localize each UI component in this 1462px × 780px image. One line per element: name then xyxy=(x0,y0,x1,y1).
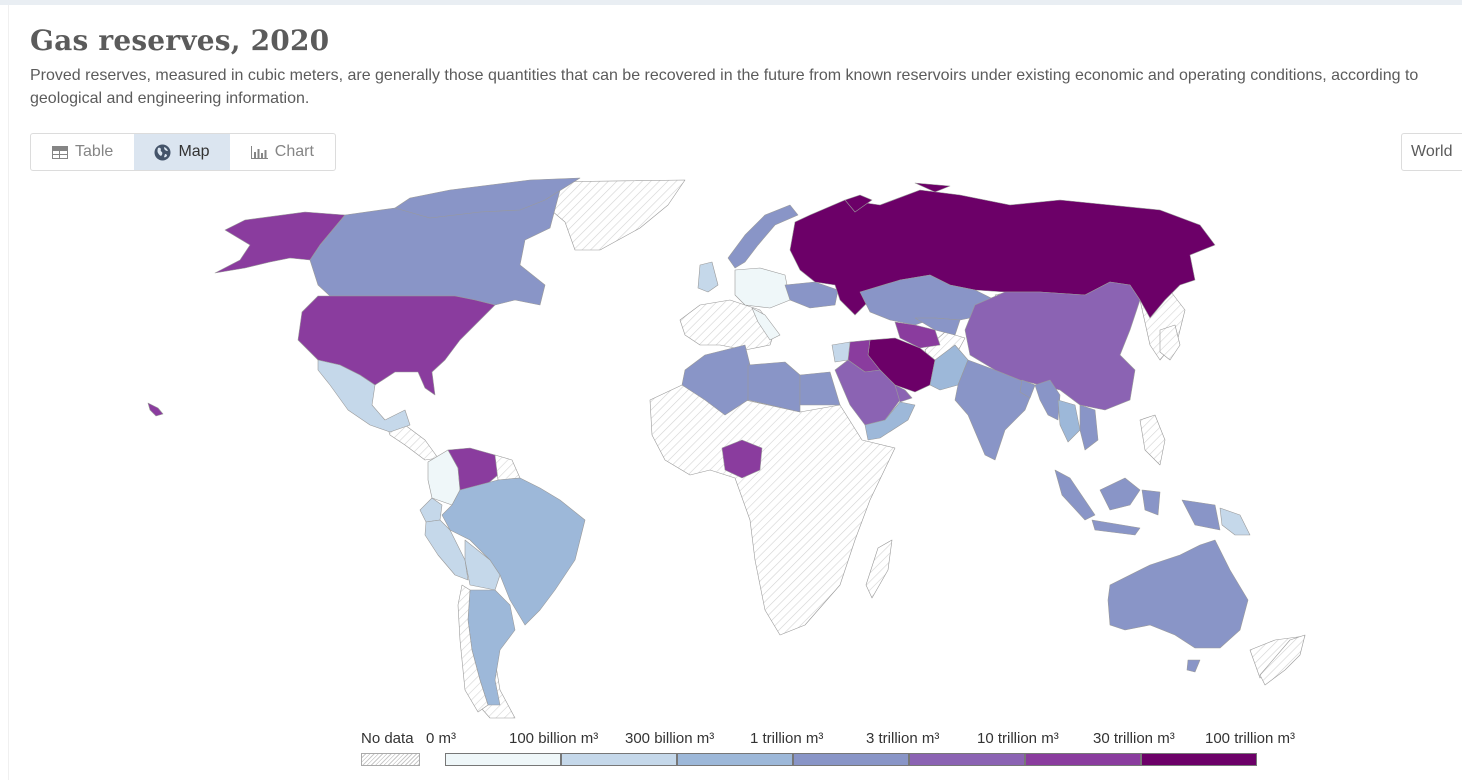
new-zealand-shape[interactable] xyxy=(1259,634,1306,686)
guyana-shape[interactable] xyxy=(494,454,521,481)
japan-shape[interactable] xyxy=(1159,324,1181,361)
peru-shape[interactable] xyxy=(424,519,469,581)
legend-label-2: 300 billion m³ xyxy=(625,730,715,747)
ecuador-shape[interactable] xyxy=(419,497,443,523)
png-shape[interactable] xyxy=(1219,507,1251,536)
tab-table-label: Table xyxy=(75,143,114,160)
legend-label-0: 0 m³ xyxy=(426,730,456,747)
nigeria-shape[interactable] xyxy=(721,439,763,479)
legend-swatch-3[interactable] xyxy=(793,753,909,766)
egypt-shape[interactable] xyxy=(799,371,841,406)
bangladesh-shape[interactable] xyxy=(1019,379,1036,399)
chile-shape[interactable] xyxy=(457,584,489,713)
madagascar-region[interactable] xyxy=(865,539,893,599)
malaysia-indonesia-shape[interactable] xyxy=(1054,469,1221,536)
tab-chart-label: Chart xyxy=(274,143,314,160)
legend-label-5: 10 trillion m³ xyxy=(977,730,1059,747)
norway-shape[interactable] xyxy=(727,204,799,269)
libya-shape[interactable] xyxy=(747,361,801,413)
page-subtitle: Proved reserves, measured in cubic meter… xyxy=(30,67,1419,107)
central-america-region[interactable] xyxy=(384,419,439,461)
myanmar-shape[interactable] xyxy=(1034,379,1061,421)
brazil-shape[interactable] xyxy=(441,477,586,626)
legend-swatch-1[interactable] xyxy=(561,753,677,766)
top-bar xyxy=(0,0,1462,5)
legend-label-4: 3 trillion m³ xyxy=(866,730,940,747)
chart-icon xyxy=(250,145,268,159)
view-tabs: Table Map Chart xyxy=(30,133,336,171)
greenland-region[interactable] xyxy=(539,179,686,251)
canada-islands-shape[interactable] xyxy=(394,177,581,219)
legend-swatch-6[interactable] xyxy=(1141,753,1257,766)
russia-north-islands-shape[interactable] xyxy=(844,182,951,213)
india-shape[interactable] xyxy=(954,359,1036,461)
algeria-shape[interactable] xyxy=(681,344,751,416)
australia-shape[interactable] xyxy=(1107,539,1249,649)
legend-swatch-2[interactable] xyxy=(677,753,793,766)
oman-yemen-shape[interactable] xyxy=(864,401,916,441)
alaska-shape[interactable] xyxy=(214,211,346,274)
tab-table[interactable]: Table xyxy=(31,134,134,170)
africa-region[interactable] xyxy=(649,384,896,636)
legend-swatch-4[interactable] xyxy=(909,753,1025,766)
tab-map-label: Map xyxy=(178,143,210,160)
turkmenistan-shape[interactable] xyxy=(894,321,941,349)
qatar-uae-shape[interactable] xyxy=(894,384,913,403)
central-europe-shape[interactable] xyxy=(734,267,791,309)
legend-label-1: 100 billion m³ xyxy=(509,730,599,747)
thailand-shape[interactable] xyxy=(1057,399,1081,443)
ukraine-shape[interactable] xyxy=(784,281,839,309)
hawaii-shape[interactable] xyxy=(147,402,164,417)
legend-label-3: 1 trillion m³ xyxy=(750,730,824,747)
vietnam-shape[interactable] xyxy=(1079,404,1099,451)
mexico-shape[interactable] xyxy=(317,359,411,433)
tab-chart[interactable]: Chart xyxy=(230,134,335,170)
table-icon xyxy=(52,145,69,159)
philippines-region[interactable] xyxy=(1139,414,1166,466)
italy-shape[interactable] xyxy=(751,307,781,341)
legend-label-6: 30 trillion m³ xyxy=(1093,730,1175,747)
tasmania-shape[interactable] xyxy=(1186,659,1201,673)
legend-no-data-swatch xyxy=(361,753,420,766)
region-selector[interactable]: World xyxy=(1401,133,1462,171)
left-rule xyxy=(8,5,9,780)
legend-swatch-5[interactable] xyxy=(1025,753,1141,766)
world-map[interactable] xyxy=(0,170,1462,725)
legend-swatch-0[interactable] xyxy=(445,753,561,766)
uk-shape[interactable] xyxy=(697,261,719,293)
uzbekistan-shape[interactable] xyxy=(914,317,961,336)
legend-label-7: 100 trillion m³ xyxy=(1205,730,1296,747)
page-title: Gas reserves, 2020 xyxy=(30,24,330,57)
globe-icon xyxy=(154,144,171,161)
tab-map[interactable]: Map xyxy=(134,134,230,170)
legend-no-data-label: No data xyxy=(361,730,414,747)
western-europe-region[interactable] xyxy=(679,299,776,351)
china-shape[interactable] xyxy=(964,281,1141,411)
syria-shape[interactable] xyxy=(831,341,851,363)
